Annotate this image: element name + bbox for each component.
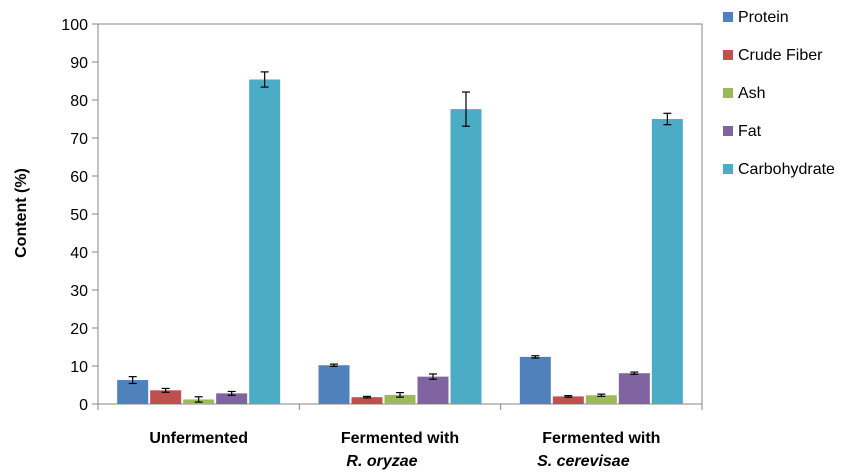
category-label: Fermented with — [341, 430, 459, 447]
y-tick-label: 0 — [79, 397, 88, 414]
bar-carbohydrate — [450, 109, 482, 405]
legend: Protein Crude Fiber Ash Fat Carbohydrate — [723, 9, 835, 178]
plot-area: 0 10 20 30 40 50 60 70 80 90 100 Unfermented Ferment… — [61, 17, 703, 470]
legend-label: Ash — [738, 85, 766, 102]
bar-fat — [216, 393, 248, 404]
y-tick-label: 90 — [70, 55, 88, 72]
legend-swatch — [723, 50, 733, 60]
category-label: Fermented with — [542, 430, 660, 447]
y-tick-label: 60 — [70, 169, 88, 186]
bar-crude-fiber — [150, 390, 182, 404]
legend-swatch — [723, 126, 733, 136]
y-tick-label: 30 — [70, 283, 88, 300]
legend-swatch — [723, 88, 733, 98]
bar-carbohydrate — [651, 119, 683, 404]
bar-ash — [585, 395, 617, 404]
y-tick-label: 80 — [70, 93, 88, 110]
y-tick-label: 50 — [70, 207, 88, 224]
category-label-sub: R. oryzae — [346, 453, 417, 470]
bar-carbohydrate — [249, 79, 281, 404]
category-label-sub: S. cerevisae — [537, 453, 630, 470]
y-tick-label: 100 — [61, 17, 88, 34]
legend-label: Crude Fiber — [738, 47, 823, 64]
legend-label: Fat — [738, 123, 762, 140]
bar-crude-fiber — [351, 397, 383, 404]
bar-fat — [618, 373, 650, 404]
legend-swatch — [723, 12, 733, 22]
bar-crude-fiber — [552, 396, 584, 404]
bar-protein — [318, 365, 350, 404]
bar-protein — [117, 380, 149, 404]
legend-label: Protein — [738, 9, 789, 26]
y-tick-label: 70 — [70, 131, 88, 148]
legend-label: Carbohydrate — [738, 161, 835, 178]
bar-fat — [417, 376, 449, 404]
category-label: Unfermented — [149, 430, 248, 447]
legend-swatch — [723, 164, 733, 174]
bar-ash — [384, 394, 416, 404]
plot-frame — [97, 23, 703, 405]
y-axis-title: Content (%) — [13, 168, 30, 258]
y-tick-label: 20 — [70, 321, 88, 338]
y-tick-label: 40 — [70, 245, 88, 262]
bar-protein — [519, 356, 551, 404]
y-tick-label: 10 — [70, 359, 88, 376]
